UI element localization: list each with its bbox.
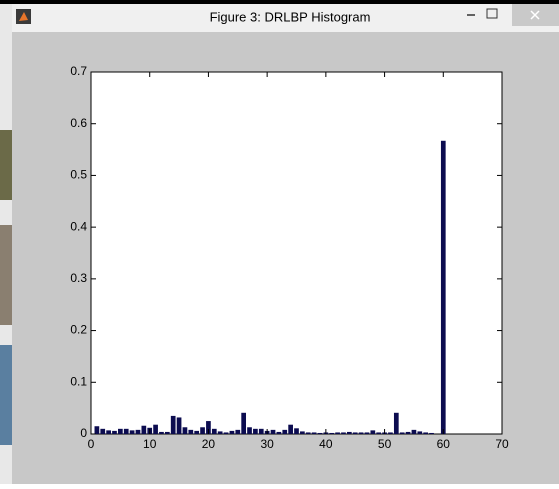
bar — [211, 428, 217, 434]
y-tick-label: 0.5 — [70, 168, 87, 182]
bar — [164, 431, 170, 434]
bar — [253, 428, 258, 434]
bar — [364, 432, 370, 434]
bar — [135, 429, 141, 434]
bar — [317, 432, 323, 434]
bar — [393, 412, 399, 434]
x-tick-label: 40 — [319, 437, 333, 451]
plot-area — [90, 71, 503, 435]
title-bar — [12, 4, 559, 32]
x-tick-label: 60 — [437, 437, 451, 451]
bar — [217, 431, 223, 434]
bar — [300, 431, 305, 434]
close-icon — [530, 10, 540, 20]
bar — [399, 432, 405, 434]
top-edge — [0, 0, 559, 4]
bar — [159, 431, 164, 434]
bar — [429, 432, 434, 434]
bar — [288, 424, 293, 434]
bar — [223, 432, 229, 434]
bar — [129, 430, 135, 434]
bar — [270, 429, 276, 434]
bar — [294, 428, 299, 434]
bar — [188, 429, 194, 434]
y-tick-label: 0.1 — [70, 374, 87, 388]
window-title: Figure 3: DRLBP Histogram — [210, 9, 371, 24]
bar — [423, 432, 429, 434]
bar — [100, 428, 106, 434]
bar — [352, 432, 358, 434]
y-tick-label: 0 — [80, 426, 87, 440]
bar — [182, 427, 188, 434]
bar — [123, 428, 129, 434]
bar — [194, 430, 200, 434]
bar — [358, 432, 364, 434]
bar — [388, 432, 393, 434]
x-tick-label: 20 — [202, 437, 216, 451]
bar — [329, 432, 335, 434]
bar — [258, 428, 264, 434]
x-tick-label: 10 — [143, 437, 157, 451]
bar — [235, 429, 241, 434]
bar — [106, 430, 111, 434]
bar — [335, 432, 340, 434]
bar — [341, 432, 346, 434]
bar — [346, 431, 352, 434]
y-tick-label: 0.6 — [70, 116, 87, 130]
bar — [440, 140, 446, 434]
bar — [229, 430, 235, 434]
background-strip — [0, 130, 12, 200]
bar — [376, 432, 382, 434]
app-icon-logo — [19, 12, 28, 21]
bar — [206, 421, 211, 434]
y-tick-label: 0.4 — [70, 219, 87, 233]
bar — [153, 424, 158, 434]
background-strip — [0, 225, 12, 325]
bar — [247, 427, 252, 434]
bar — [94, 426, 100, 434]
bar — [370, 430, 376, 434]
bar — [141, 425, 147, 434]
x-tick-label: 70 — [495, 437, 509, 451]
bar — [276, 431, 282, 434]
bar — [170, 415, 176, 434]
maximize-button[interactable] — [486, 8, 498, 19]
bar — [200, 427, 205, 434]
bar — [112, 430, 117, 434]
bar — [305, 432, 311, 434]
bar — [241, 412, 247, 434]
background-strip — [0, 345, 12, 445]
bar — [176, 417, 182, 434]
bar — [311, 432, 317, 434]
bar — [282, 429, 288, 434]
y-tick-label: 0.7 — [70, 64, 87, 78]
y-tick-label: 0.3 — [70, 271, 87, 285]
bar — [118, 428, 123, 434]
y-tick-label: 0.2 — [70, 323, 87, 337]
x-tick-label: 50 — [378, 437, 392, 451]
bar — [417, 431, 423, 434]
bar — [411, 429, 417, 434]
x-tick-label: 30 — [260, 437, 274, 451]
x-tick-label: 0 — [88, 437, 95, 451]
bar — [405, 431, 411, 434]
